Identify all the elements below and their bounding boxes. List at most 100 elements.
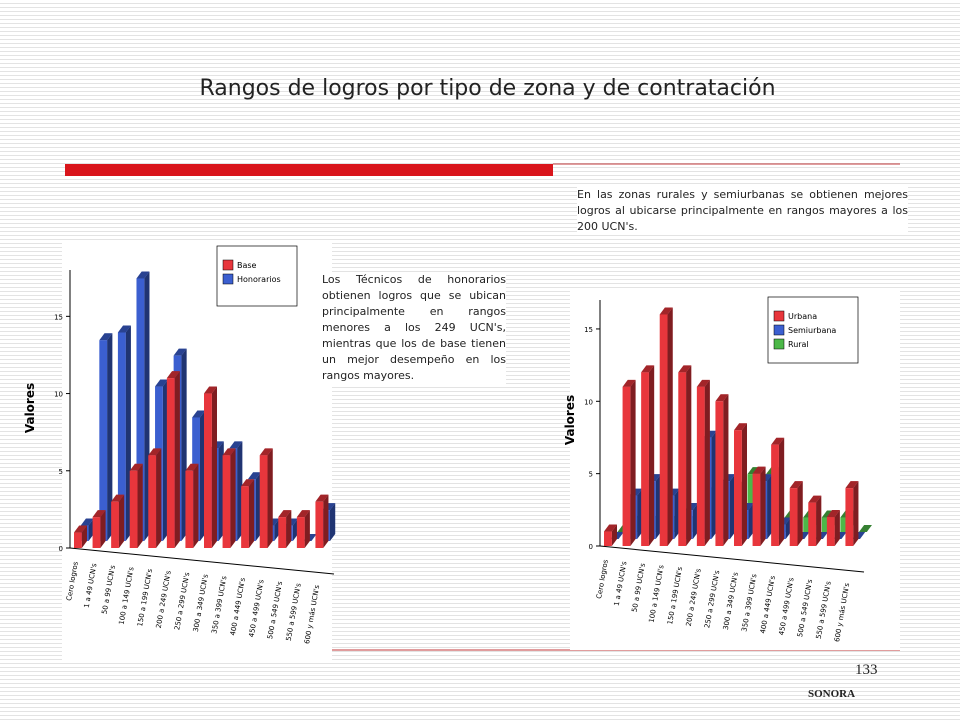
bar-top-shade	[696, 379, 710, 387]
bar-top-shade	[789, 481, 803, 489]
bar-top-shade	[641, 365, 655, 373]
bar-side-shade	[797, 481, 803, 546]
bar-side	[853, 481, 859, 546]
bar-top-shade	[99, 333, 113, 341]
bar-top-shade	[826, 510, 840, 518]
legend-label: Urbana	[788, 312, 817, 321]
bar-top-shade	[166, 371, 180, 379]
bar	[117, 332, 126, 541]
bar-3d	[696, 379, 710, 546]
legend-box	[216, 245, 298, 307]
bar-side	[674, 488, 680, 539]
bar-side-shade	[667, 307, 673, 546]
y-axis-label: Valores	[23, 383, 37, 433]
bar-side	[144, 271, 150, 541]
bar-side	[230, 448, 236, 548]
bar	[111, 501, 119, 548]
bar-side-shade	[237, 441, 243, 541]
bar-side-shade	[778, 437, 785, 546]
bar-side-shade	[193, 463, 199, 548]
bar-3d	[659, 307, 673, 546]
bar	[752, 473, 761, 546]
bar-side	[218, 441, 224, 541]
bar-side-shade	[88, 518, 94, 541]
bar	[185, 470, 194, 548]
bar-side	[248, 479, 255, 548]
bar-side-shade	[267, 448, 273, 548]
bar	[715, 401, 724, 546]
bar-side-shade	[785, 517, 791, 539]
bar-top-shade	[858, 525, 872, 532]
bar-3d	[845, 481, 859, 546]
bar-top-shade	[117, 325, 131, 333]
note: Los Técnicos de honorarios obtienen logr…	[322, 272, 506, 384]
bar-side	[181, 348, 187, 541]
bar-top	[715, 394, 729, 402]
bar-top	[129, 463, 143, 471]
bar-3d	[99, 333, 113, 541]
bar-side	[304, 510, 310, 548]
footer: SONORA	[808, 688, 856, 700]
bar-top-shade	[192, 410, 206, 418]
y-tick-label: 10	[584, 398, 593, 406]
legend-label: Rural	[788, 340, 809, 349]
bar-top-shade	[247, 472, 261, 480]
bar-side-shade	[853, 481, 859, 546]
bar	[604, 531, 612, 546]
bar-side-shade	[211, 386, 217, 548]
bar-top	[622, 379, 636, 387]
bar-top	[659, 307, 673, 315]
bar-3d	[129, 463, 143, 548]
bar-3d	[222, 448, 236, 548]
bar	[241, 486, 249, 548]
bar-side	[723, 394, 729, 546]
bar-side	[648, 365, 655, 546]
bar	[136, 278, 145, 541]
bar-top-shade	[74, 525, 87, 533]
bar-side	[711, 430, 717, 539]
bar-top-shade	[752, 466, 766, 474]
bar-side-shade	[729, 474, 736, 539]
bar-top	[155, 379, 169, 387]
bar	[845, 488, 854, 546]
bar-side-shade	[248, 479, 255, 548]
bar-side	[100, 510, 106, 548]
bar-top	[166, 371, 180, 379]
bar-side-shade	[144, 271, 150, 541]
bar-side	[174, 371, 180, 548]
y-tick-label: 15	[584, 326, 593, 334]
bar-top-shade	[259, 448, 273, 456]
bar-3d	[259, 448, 273, 548]
bar-top	[173, 348, 187, 356]
y-axis-label: Valores	[563, 395, 577, 445]
legend-label: Semiurbana	[788, 326, 836, 335]
bar	[808, 502, 817, 546]
bar-top	[192, 410, 206, 418]
bar-3d	[92, 510, 106, 548]
bar-side	[704, 379, 710, 546]
bar-top	[92, 510, 106, 518]
bar	[222, 455, 231, 548]
bar-3d	[315, 494, 329, 548]
bar-side-shade	[107, 333, 113, 541]
bar-side-shade	[611, 524, 617, 546]
bar-3d	[752, 466, 766, 546]
bar-side	[686, 365, 692, 546]
bar-side	[88, 518, 94, 541]
bar-side	[156, 448, 162, 548]
bar-3d	[278, 510, 292, 548]
page-number: 133	[855, 662, 878, 678]
bar-side-shade	[630, 379, 636, 546]
legend-swatch	[773, 324, 785, 336]
bar-top-shade	[229, 441, 243, 449]
bar-side	[292, 518, 299, 541]
x-axis	[69, 547, 335, 575]
bar-top-shade	[92, 510, 106, 518]
bar-3d	[622, 379, 636, 546]
bar-side	[137, 463, 143, 548]
bar	[99, 340, 108, 541]
bar	[166, 378, 175, 548]
bar-side-shade	[274, 518, 280, 541]
bar-top	[808, 495, 822, 503]
bar-top	[80, 518, 94, 526]
